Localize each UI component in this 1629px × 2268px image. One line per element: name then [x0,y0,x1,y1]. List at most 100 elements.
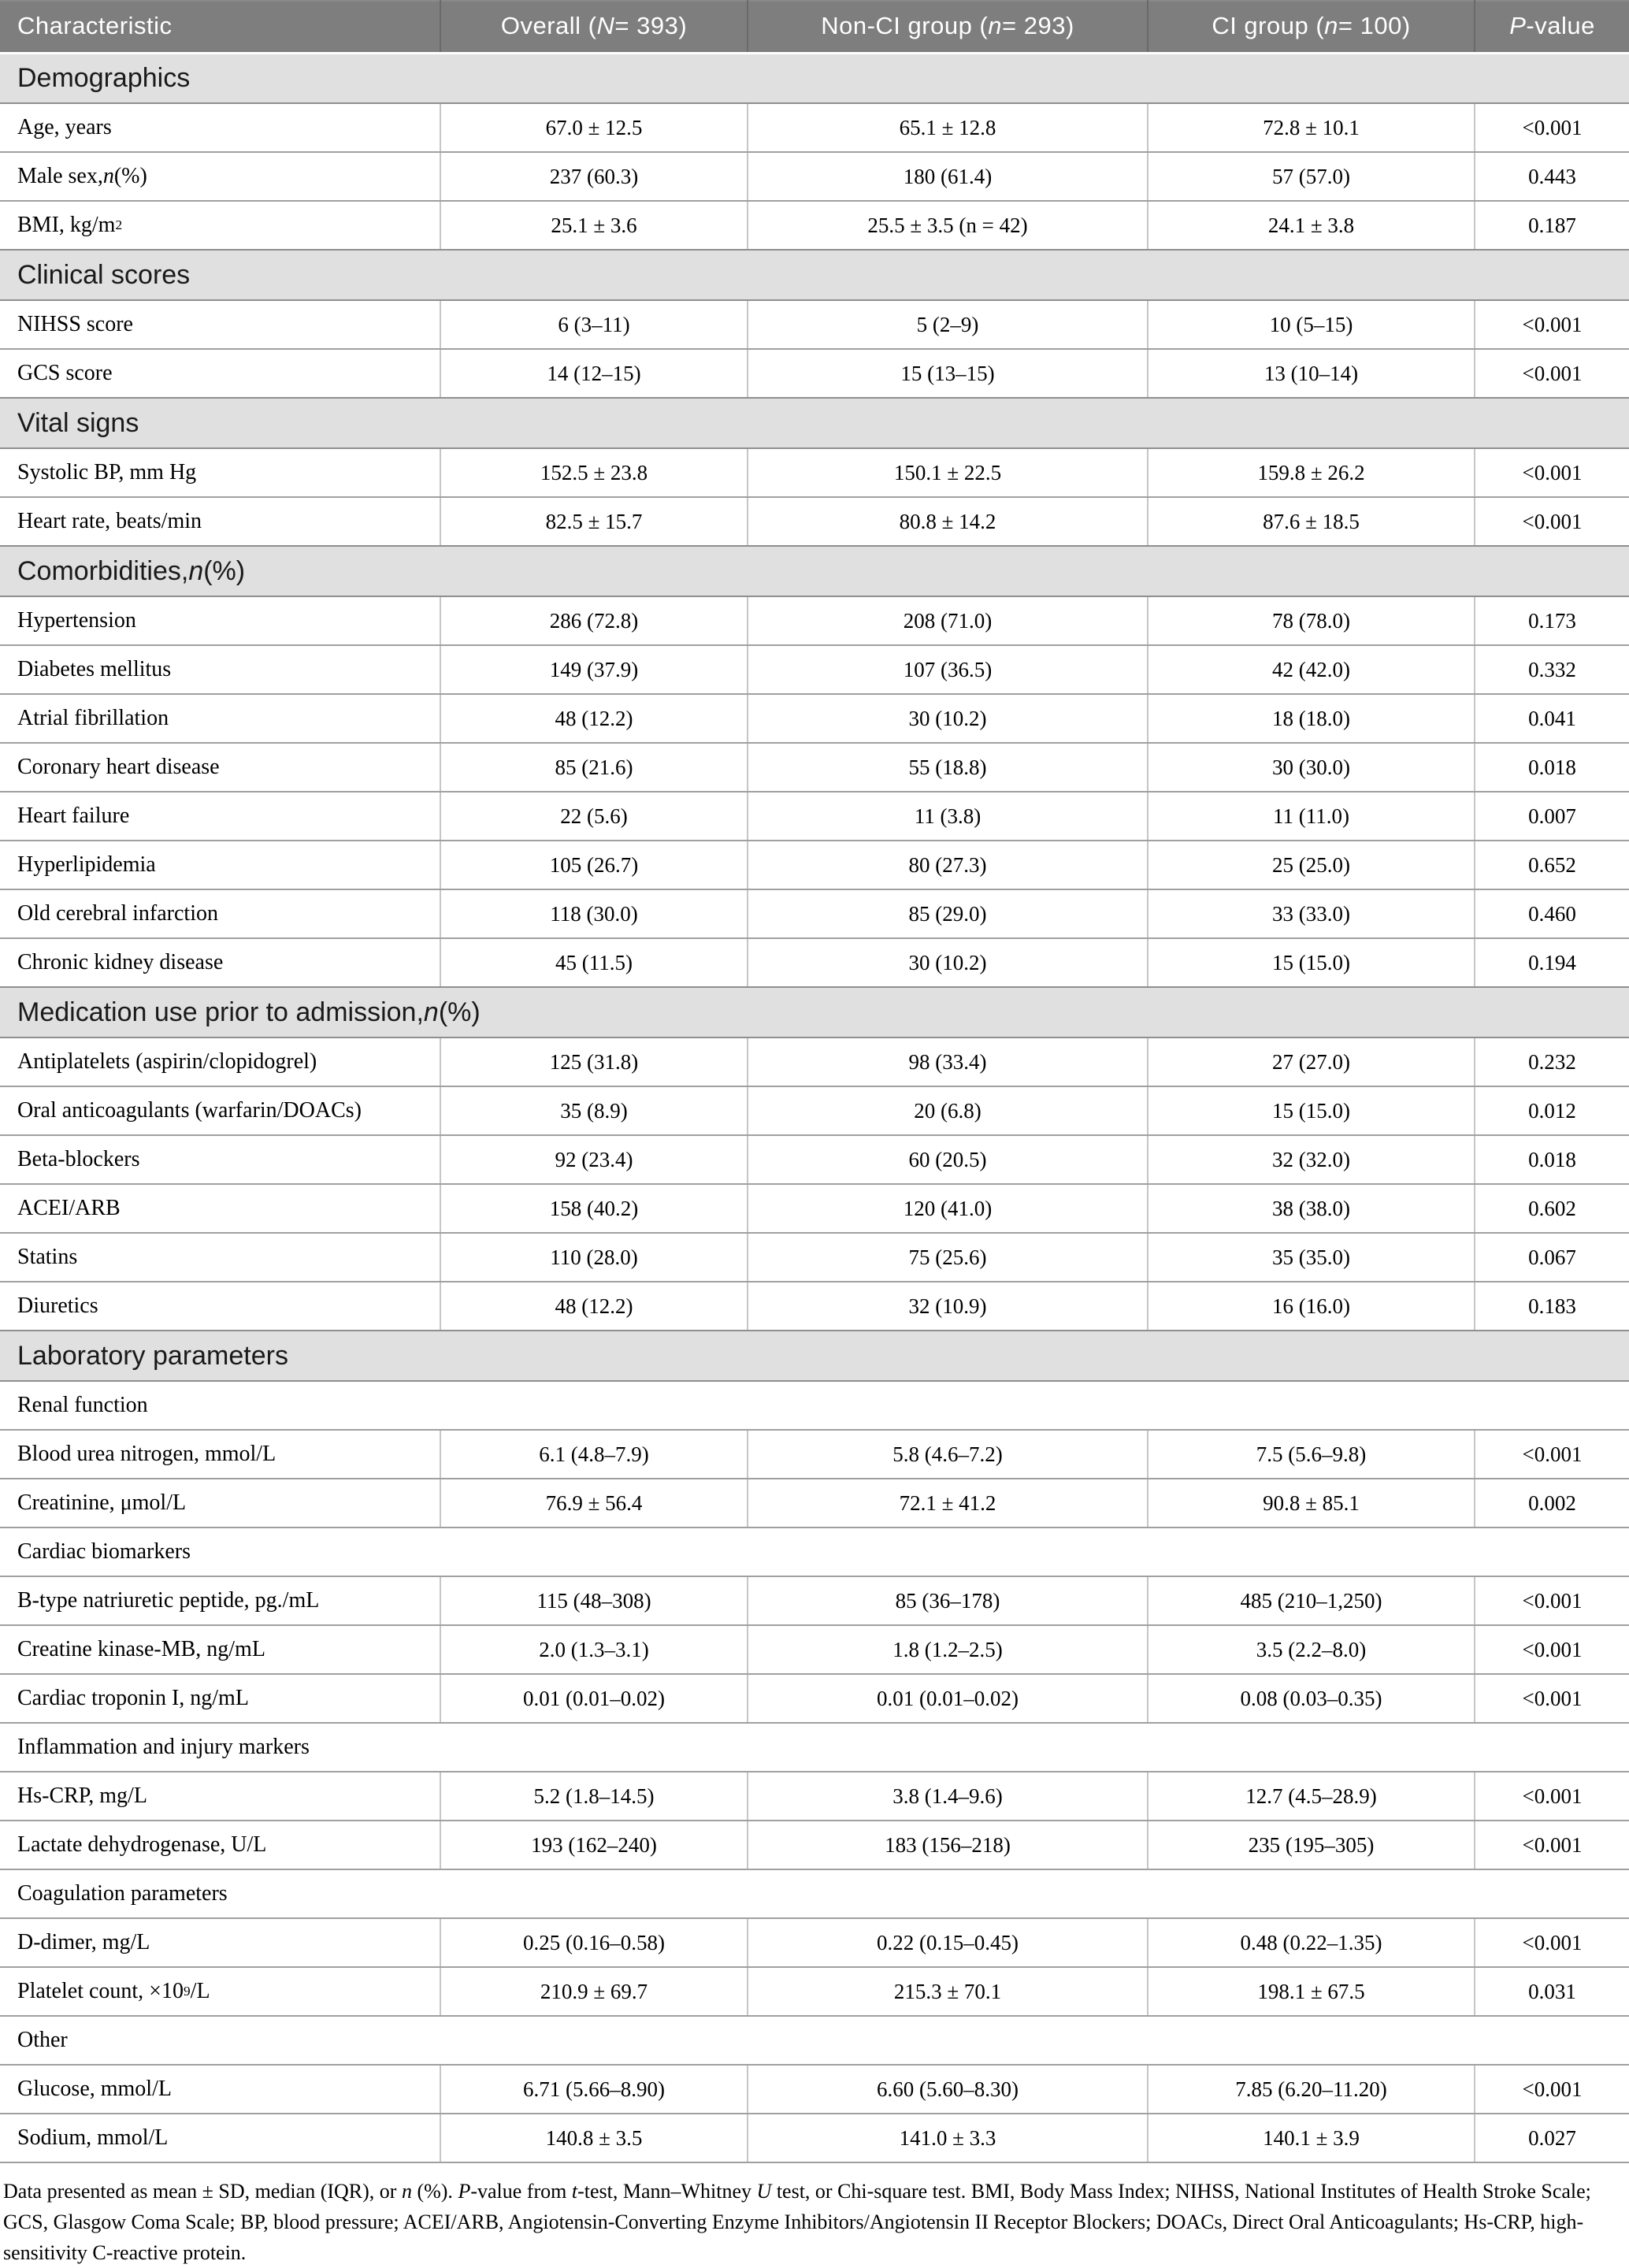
value-cell: 85 (21.6) [440,744,747,791]
pvalue-cell: 0.027 [1474,2114,1629,2162]
table-header-row: Characteristic Overall (N = 393) Non-CI gr… [0,0,1629,52]
value-cell: 6.60 (5.60–8.30) [747,2066,1147,2113]
value-cell: 30 (10.2) [747,939,1147,986]
value-cell: 75 (25.6) [747,1234,1147,1281]
pvalue-cell: 0.067 [1474,1234,1629,1281]
value-cell: 76.9 ± 56.4 [440,1479,747,1527]
pvalue-cell: <0.001 [1474,1626,1629,1673]
value-cell: 72.8 ± 10.1 [1147,104,1474,151]
subsection-title: Renal function [17,1393,148,1417]
value-cell: 180 (61.4) [747,153,1147,200]
characteristic-cell: Beta-blockers [17,1147,140,1171]
value-cell: 24.1 ± 3.8 [1147,202,1474,249]
characteristic-cell: Oral anticoagulants (warfarin/DOACs) [17,1098,362,1123]
value-cell: 1.8 (1.2–2.5) [747,1626,1147,1673]
value-cell: 140.1 ± 3.9 [1147,2114,1474,2162]
value-cell: 3.5 (2.2–8.0) [1147,1626,1474,1673]
characteristic-cell: Creatine kinase-MB, ng/mL [17,1637,265,1661]
value-cell: 80.8 ± 14.2 [747,498,1147,545]
table-row: Diabetes mellitus 149 (37.9) 107 (36.5) 42 … [0,644,1629,693]
value-cell: 6.1 (4.8–7.9) [440,1431,747,1478]
characteristic-cell: Hs-CRP, mg/L [17,1784,147,1808]
characteristic-cell: Antiplatelets (aspirin/clopidogrel) [17,1049,317,1074]
characteristic-cell: ACEI/ARB [17,1196,121,1220]
table-row: Glucose, mmol/L 6.71 (5.66–8.90) 6.60 (5.6… [0,2064,1629,2113]
table-row: B-type natriuretic peptide, pg./mL 115 (4… [0,1576,1629,1624]
value-cell: 32 (32.0) [1147,1136,1474,1183]
value-cell: 0.01 (0.01–0.02) [747,1675,1147,1722]
table-row: Antiplatelets (aspirin/clopidogrel) 125 (… [0,1037,1629,1086]
value-cell: 80 (27.3) [747,841,1147,889]
section-title: Demographics [17,63,191,93]
value-cell: 125 (31.8) [440,1038,747,1086]
subsection-title: Inflammation and injury markers [17,1735,310,1759]
value-cell: 20 (6.8) [747,1087,1147,1134]
value-cell: 30 (30.0) [1147,744,1474,791]
pvalue-cell: <0.001 [1474,301,1629,348]
section-header-row: Clinical scores [0,249,1629,299]
value-cell: 13 (10–14) [1147,350,1474,397]
value-cell: 35 (35.0) [1147,1234,1474,1281]
table-row: Coronary heart disease 85 (21.6) 55 (18.8)… [0,742,1629,791]
value-cell: 210.9 ± 69.7 [440,1968,747,2015]
value-cell: 150.1 ± 22.5 [747,449,1147,496]
subsection-row: Other [0,2015,1629,2064]
table-row: NIHSS score 6 (3–11) 5 (2–9) 10 (5–15) <0.00… [0,299,1629,348]
value-cell: 90.8 ± 85.1 [1147,1479,1474,1527]
pvalue-cell: 0.602 [1474,1185,1629,1232]
value-cell: 11 (3.8) [747,793,1147,840]
table-row: Blood urea nitrogen, mmol/L 6.1 (4.8–7.9)… [0,1429,1629,1478]
value-cell: 183 (156–218) [747,1821,1147,1869]
value-cell: 14 (12–15) [440,350,747,397]
section-title: Laboratory parameters [17,1340,288,1371]
characteristic-cell: Systolic BP, mm Hg [17,460,197,484]
table-row: GCS score 14 (12–15) 15 (13–15) 13 (10–14) <… [0,348,1629,397]
value-cell: 25 (25.0) [1147,841,1474,889]
value-cell: 198.1 ± 67.5 [1147,1968,1474,2015]
column-header: Overall (N = 393) [440,0,747,52]
value-cell: 82.5 ± 15.7 [440,498,747,545]
characteristic-cell: B-type natriuretic peptide, pg./mL [17,1588,320,1613]
characteristic-cell: Creatinine, μmol/L [17,1490,187,1515]
value-cell: 10 (5–15) [1147,301,1474,348]
value-cell: 6.71 (5.66–8.90) [440,2066,747,2113]
value-cell: 60 (20.5) [747,1136,1147,1183]
table-row: D-dimer, mg/L 0.25 (0.16–0.58) 0.22 (0.15–… [0,1917,1629,1966]
section-header-row: Laboratory parameters [0,1330,1629,1380]
value-cell: 55 (18.8) [747,744,1147,791]
pvalue-cell: 0.012 [1474,1087,1629,1134]
table-row: Lactate dehydrogenase, U/L 193 (162–240) 1… [0,1820,1629,1869]
table-row: Statins 110 (28.0) 75 (25.6) 35 (35.0) 0.067 [0,1232,1629,1281]
value-cell: 30 (10.2) [747,695,1147,742]
pvalue-cell: 0.652 [1474,841,1629,889]
pvalue-cell: 0.460 [1474,890,1629,937]
characteristic-cell: Statins [17,1245,78,1269]
characteristic-cell: BMI, kg/m 2 [17,213,123,237]
section-title: Clinical scores [17,259,191,290]
table-row: Hyperlipidemia 105 (26.7) 80 (27.3) 25 (25.… [0,840,1629,889]
value-cell: 27 (27.0) [1147,1038,1474,1086]
pvalue-cell: 0.018 [1474,744,1629,791]
value-cell: 208 (71.0) [747,597,1147,644]
value-cell: 149 (37.9) [440,646,747,693]
value-cell: 105 (26.7) [440,841,747,889]
value-cell: 48 (12.2) [440,1282,747,1330]
pvalue-cell: <0.001 [1474,449,1629,496]
value-cell: 107 (36.5) [747,646,1147,693]
value-cell: 65.1 ± 12.8 [747,104,1147,151]
value-cell: 3.8 (1.4–9.6) [747,1772,1147,1820]
value-cell: 6 (3–11) [440,301,747,348]
value-cell: 57 (57.0) [1147,153,1474,200]
value-cell: 0.25 (0.16–0.58) [440,1919,747,1966]
table-row: Heart rate, beats/min 82.5 ± 15.7 80.8 ± 1… [0,496,1629,545]
characteristic-cell: Old cerebral infarction [17,901,218,926]
value-cell: 15 (15.0) [1147,939,1474,986]
value-cell: 141.0 ± 3.3 [747,2114,1147,2162]
value-cell: 0.01 (0.01–0.02) [440,1675,747,1722]
characteristic-cell: D-dimer, mg/L [17,1930,150,1954]
table-row: Male sex, n (%) 237 (60.3) 180 (61.4) 57 (5… [0,151,1629,200]
value-cell: 235 (195–305) [1147,1821,1474,1869]
value-cell: 48 (12.2) [440,695,747,742]
table-row: Creatinine, μmol/L 76.9 ± 56.4 72.1 ± 41.2… [0,1478,1629,1527]
characteristic-cell: Hyperlipidemia [17,852,156,877]
